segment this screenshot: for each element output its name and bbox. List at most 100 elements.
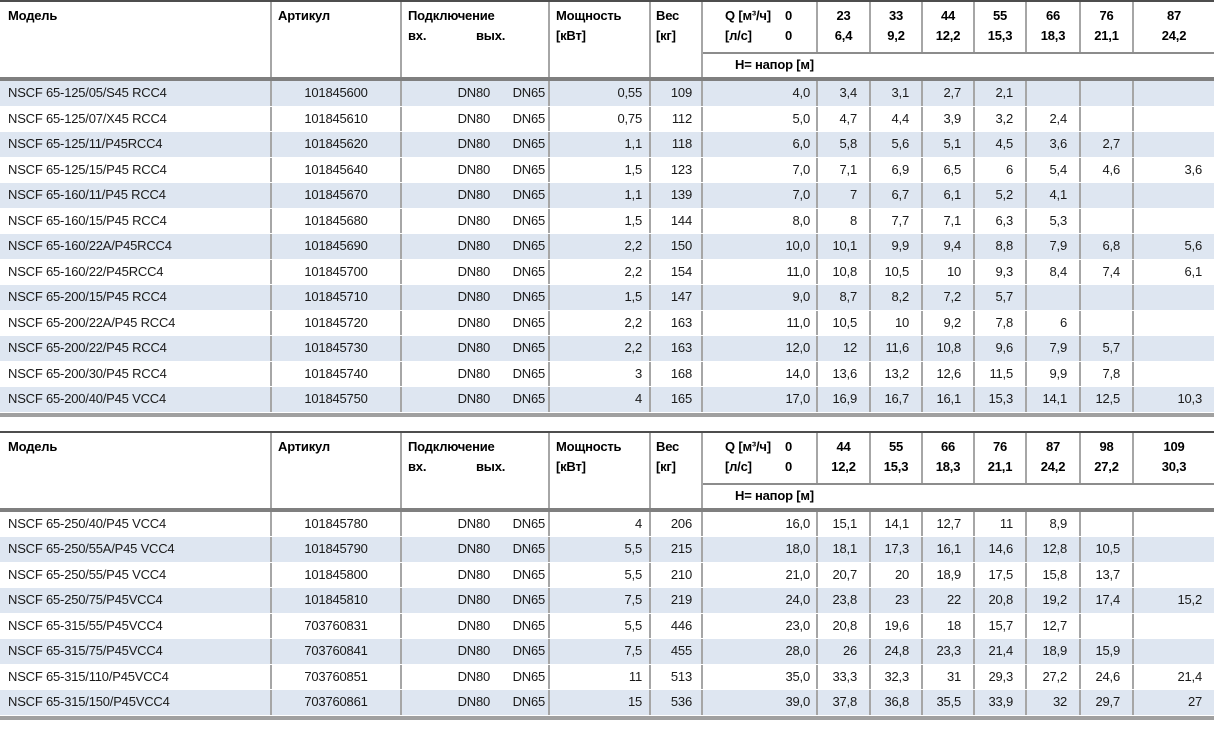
weight-cell: 513 [651,664,703,689]
head-value-cell [1134,183,1214,208]
conn-out-value: DN65 [512,694,546,709]
q-column-header: 66 18,3 [923,432,975,483]
head-value-cell: 20 [871,562,923,587]
power-label: Мощность [556,438,622,454]
q-zero-column-header: Q [м³/ч] 0 [л/с] 0 [703,2,818,52]
head-value-cell: 17,4 [1081,588,1134,613]
head-value-cell: 7,9 [1027,234,1081,259]
head-value-cell: 5,2 [975,183,1027,208]
conn-in-value: DN80 [457,592,491,607]
head-value-cell: 12 [818,336,871,361]
table-header: Модель Артикул Подключение вх. вых. Мощн… [0,0,1214,81]
head-value-cell: 7 [818,183,871,208]
conn-out-value: DN65 [512,391,546,406]
head-value-cell: 5,3 [1027,208,1081,233]
weight-cell: 165 [651,387,703,412]
connection-cell: DN80 DN65 [402,106,550,131]
q-m3h-value: 87 [1045,438,1061,454]
connection-cell: DN80 DN65 [402,588,550,613]
head-value-cell: 6,0 [703,132,818,157]
head-value-cell [1081,208,1134,233]
conn-in-value: DN80 [457,541,491,556]
conn-in-value: DN80 [457,187,491,202]
model-cell: NSCF 65-250/75/P45VCC4 [0,588,272,613]
conn-in-value: DN80 [457,110,491,126]
table-row: NSCF 65-125/15/P45 RCC4 101845640 DN80 DN65… [0,157,1214,183]
head-value-cell: 6,1 [1184,263,1203,279]
model-cell: NSCF 65-200/40/P45 VCC4 [0,387,272,412]
conn-in-value: DN80 [457,643,491,658]
table-row: NSCF 65-125/07/X45 RCC4 101845610 DN80 DN65… [0,106,1214,132]
weight-label: Вес [656,8,680,23]
model-cell: NSCF 65-160/22A/P45RCC4 [0,234,272,259]
conn-in-value: DN80 [457,263,491,279]
table-row: NSCF 65-250/55/P45 VCC4 101845800 DN80 DN65… [0,562,1214,588]
article-cell: 101845720 [272,310,402,335]
conn-out-value: DN65 [512,110,546,126]
power-cell: 5,5 [550,537,651,562]
head-value-cell: 20,8 [818,613,871,638]
head-value-cell: 14,6 [975,537,1027,562]
q-m3h-label: Q [м³/ч] [725,8,771,23]
head-value-cell: 3,9 [923,106,975,131]
q-ls-value: 21,1 [1094,28,1119,43]
head-value-cell: 22 [923,588,975,613]
q-column-header: 87 24,2 [1134,2,1214,52]
table-row: NSCF 65-125/11/P45RCC4 101845620 DN80 DN65 1… [0,132,1214,158]
article-cell: 101845620 [272,132,402,157]
head-value-cell: 12,8 [1027,537,1081,562]
head-value-cell: 8,7 [818,285,871,310]
head-value-cell: 10,3 [1177,391,1202,406]
head-value-cell: 6,1 [923,183,975,208]
table-row: NSCF 65-315/75/P45VCC4 703760841 DN80 DN65 7… [0,639,1214,665]
conn-out-label: вых. [476,28,506,43]
conn-out-label: вых. [476,458,506,474]
head-value-cell: 16,9 [818,387,871,412]
q-ls-value: 12,2 [831,458,856,474]
head-value-cell [1081,613,1134,638]
article-cell: 101845670 [272,183,402,208]
head-value-cell: 6,8 [1081,234,1134,259]
weight-cell: 112 [651,106,703,131]
conn-in-value: DN80 [457,289,491,304]
q-column-header: 33 9,2 [871,2,923,52]
power-cell: 1,5 [550,157,651,182]
q-ls-value: 24,2 [1161,28,1187,43]
power-cell: 2,2 [550,336,651,361]
weight-cell: 536 [651,690,703,715]
head-value-cell: 8,9 [1027,511,1081,536]
head-value-cell: 3,6 [1184,161,1203,177]
q-ls-zero: 0 [784,458,792,474]
conn-in-value: DN80 [457,340,491,355]
q-column-header: 76 21,1 [1081,2,1134,52]
conn-out-value: DN65 [512,592,546,607]
head-value-cell: 10,5 [818,310,871,335]
power-cell: 5,5 [550,613,651,638]
head-value-cell: 5,6 [871,132,923,157]
table-body: NSCF 65-125/05/S45 RCC4 101845600 DN80 DN65… [0,81,1214,417]
article-cell: 101845600 [272,81,402,106]
head-value-cell: 24,6 [1081,664,1134,689]
head-value-cell: 4,6 [1081,157,1134,182]
head-value-cell: 3,1 [871,81,923,106]
head-value-cell [1134,362,1214,387]
q-m3h-value: 55 [992,8,1008,23]
head-value-cell: 6 [1027,310,1081,335]
power-cell: 1,1 [550,183,651,208]
head-value-cell: 9,6 [975,336,1027,361]
article-cell: 101845810 [272,588,402,613]
model-cell: NSCF 65-125/15/P45 RCC4 [0,157,272,182]
connection-cell: DN80 DN65 [402,639,550,664]
head-value-cell [1134,285,1214,310]
head-value-cell: 12,0 [703,336,818,361]
column-header-model: Модель [0,2,272,77]
q-ls-value: 18,3 [935,458,961,474]
connection-cell: DN80 DN65 [402,81,550,106]
head-value-cell: 3,2 [975,106,1027,131]
head-value-cell: 7,4 [1081,259,1134,284]
head-value-cell: 37,8 [818,690,871,715]
power-cell: 15 [550,690,651,715]
head-value-cell: 21,4 [975,639,1027,664]
model-cell: NSCF 65-125/05/S45 RCC4 [0,81,272,106]
head-value-cell: 11 [975,511,1027,536]
